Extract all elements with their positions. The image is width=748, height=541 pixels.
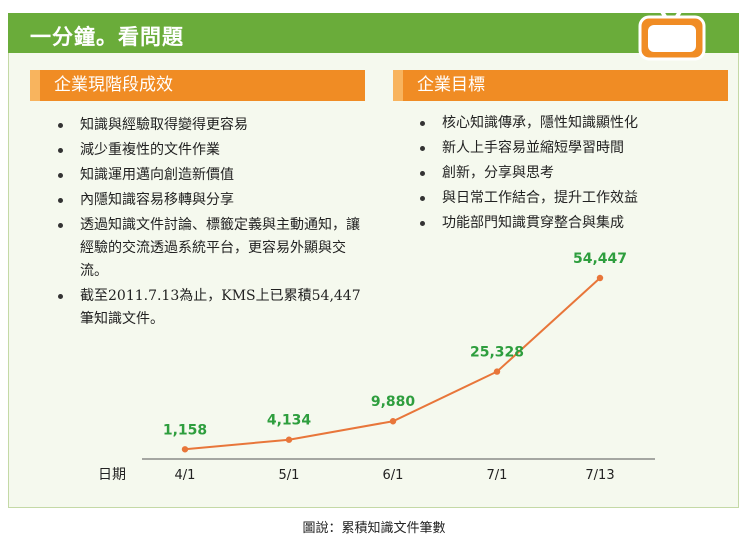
data-label: 54,447 xyxy=(573,251,627,267)
data-point xyxy=(596,274,604,282)
bullet-icon xyxy=(420,121,425,126)
page-title: 一分鐘。看問題 xyxy=(30,25,184,49)
bullet-icon xyxy=(58,223,63,228)
x-tick-label: 5/1 xyxy=(279,468,300,483)
list-item: 與日常工作結合，提升工作效益 xyxy=(418,187,718,210)
bullet-icon xyxy=(420,221,425,226)
x-tick-label: 7/1 xyxy=(487,468,508,483)
list-item: 知識與經驗取得變得更容易 xyxy=(56,114,366,137)
list-item: 功能部門知識貫穿整合與集成 xyxy=(418,212,718,235)
data-point xyxy=(493,368,501,375)
x-tick-label: 7/13 xyxy=(585,468,614,483)
bullet-icon xyxy=(58,294,63,299)
goals-list: 核心知識傳承，隱性知識顯性化 新人上手容易並縮短學習時間 創新，分享與思考 與日… xyxy=(418,112,718,237)
header-bar xyxy=(8,13,739,53)
data-point xyxy=(181,446,189,453)
section-stripe xyxy=(30,70,40,101)
results-list: 知識與經驗取得變得更容易 減少重複性的文件作業 知識運用邁向創造新價值 內隱知識… xyxy=(56,114,366,333)
list-item: 創新，分享與思考 xyxy=(418,162,718,185)
x-tick-label: 6/1 xyxy=(383,468,404,483)
section-header-goals: 企業目標 xyxy=(393,70,728,101)
bullet-icon xyxy=(420,196,425,201)
list-item: 核心知識傳承，隱性知識顯性化 xyxy=(418,112,718,135)
x-axis-label: 日期 xyxy=(98,467,126,483)
bullet-icon xyxy=(58,148,63,153)
list-item: 內隱知識容易移轉與分享 xyxy=(56,189,366,212)
data-label: 4,134 xyxy=(267,413,312,429)
bullet-icon xyxy=(58,198,63,203)
data-label: 1,158 xyxy=(163,422,207,438)
data-label: 9,880 xyxy=(371,394,416,410)
list-item: 減少重複性的文件作業 xyxy=(56,139,366,162)
bullet-icon xyxy=(420,171,425,176)
list-item: 新人上手容易並縮短學習時間 xyxy=(418,137,718,160)
x-tick-label: 4/1 xyxy=(175,468,196,483)
section-title: 企業現階段成效 xyxy=(54,75,173,95)
section-stripe xyxy=(393,70,403,101)
list-item: 透過知識文件討論、標籤定義與主動通知，讓經驗的交流透過系統平台，更容易外顯與交流… xyxy=(56,214,366,283)
section-title: 企業目標 xyxy=(417,75,485,95)
bullet-icon xyxy=(58,123,63,128)
bullet-icon xyxy=(420,146,425,151)
data-point xyxy=(389,418,397,425)
data-label: 25,328 xyxy=(470,345,524,361)
data-point xyxy=(285,436,293,443)
section-header-current-results: 企業現階段成效 xyxy=(30,70,365,101)
figure-caption: 圖說：累積知識文件筆數 xyxy=(302,521,446,536)
tv-icon xyxy=(638,0,706,61)
bullet-icon xyxy=(58,173,63,178)
list-item: 知識運用邁向創造新價值 xyxy=(56,164,366,187)
list-item: 截至2011.7.13為止，KMS上已累積54,447筆知識文件。 xyxy=(56,285,366,331)
